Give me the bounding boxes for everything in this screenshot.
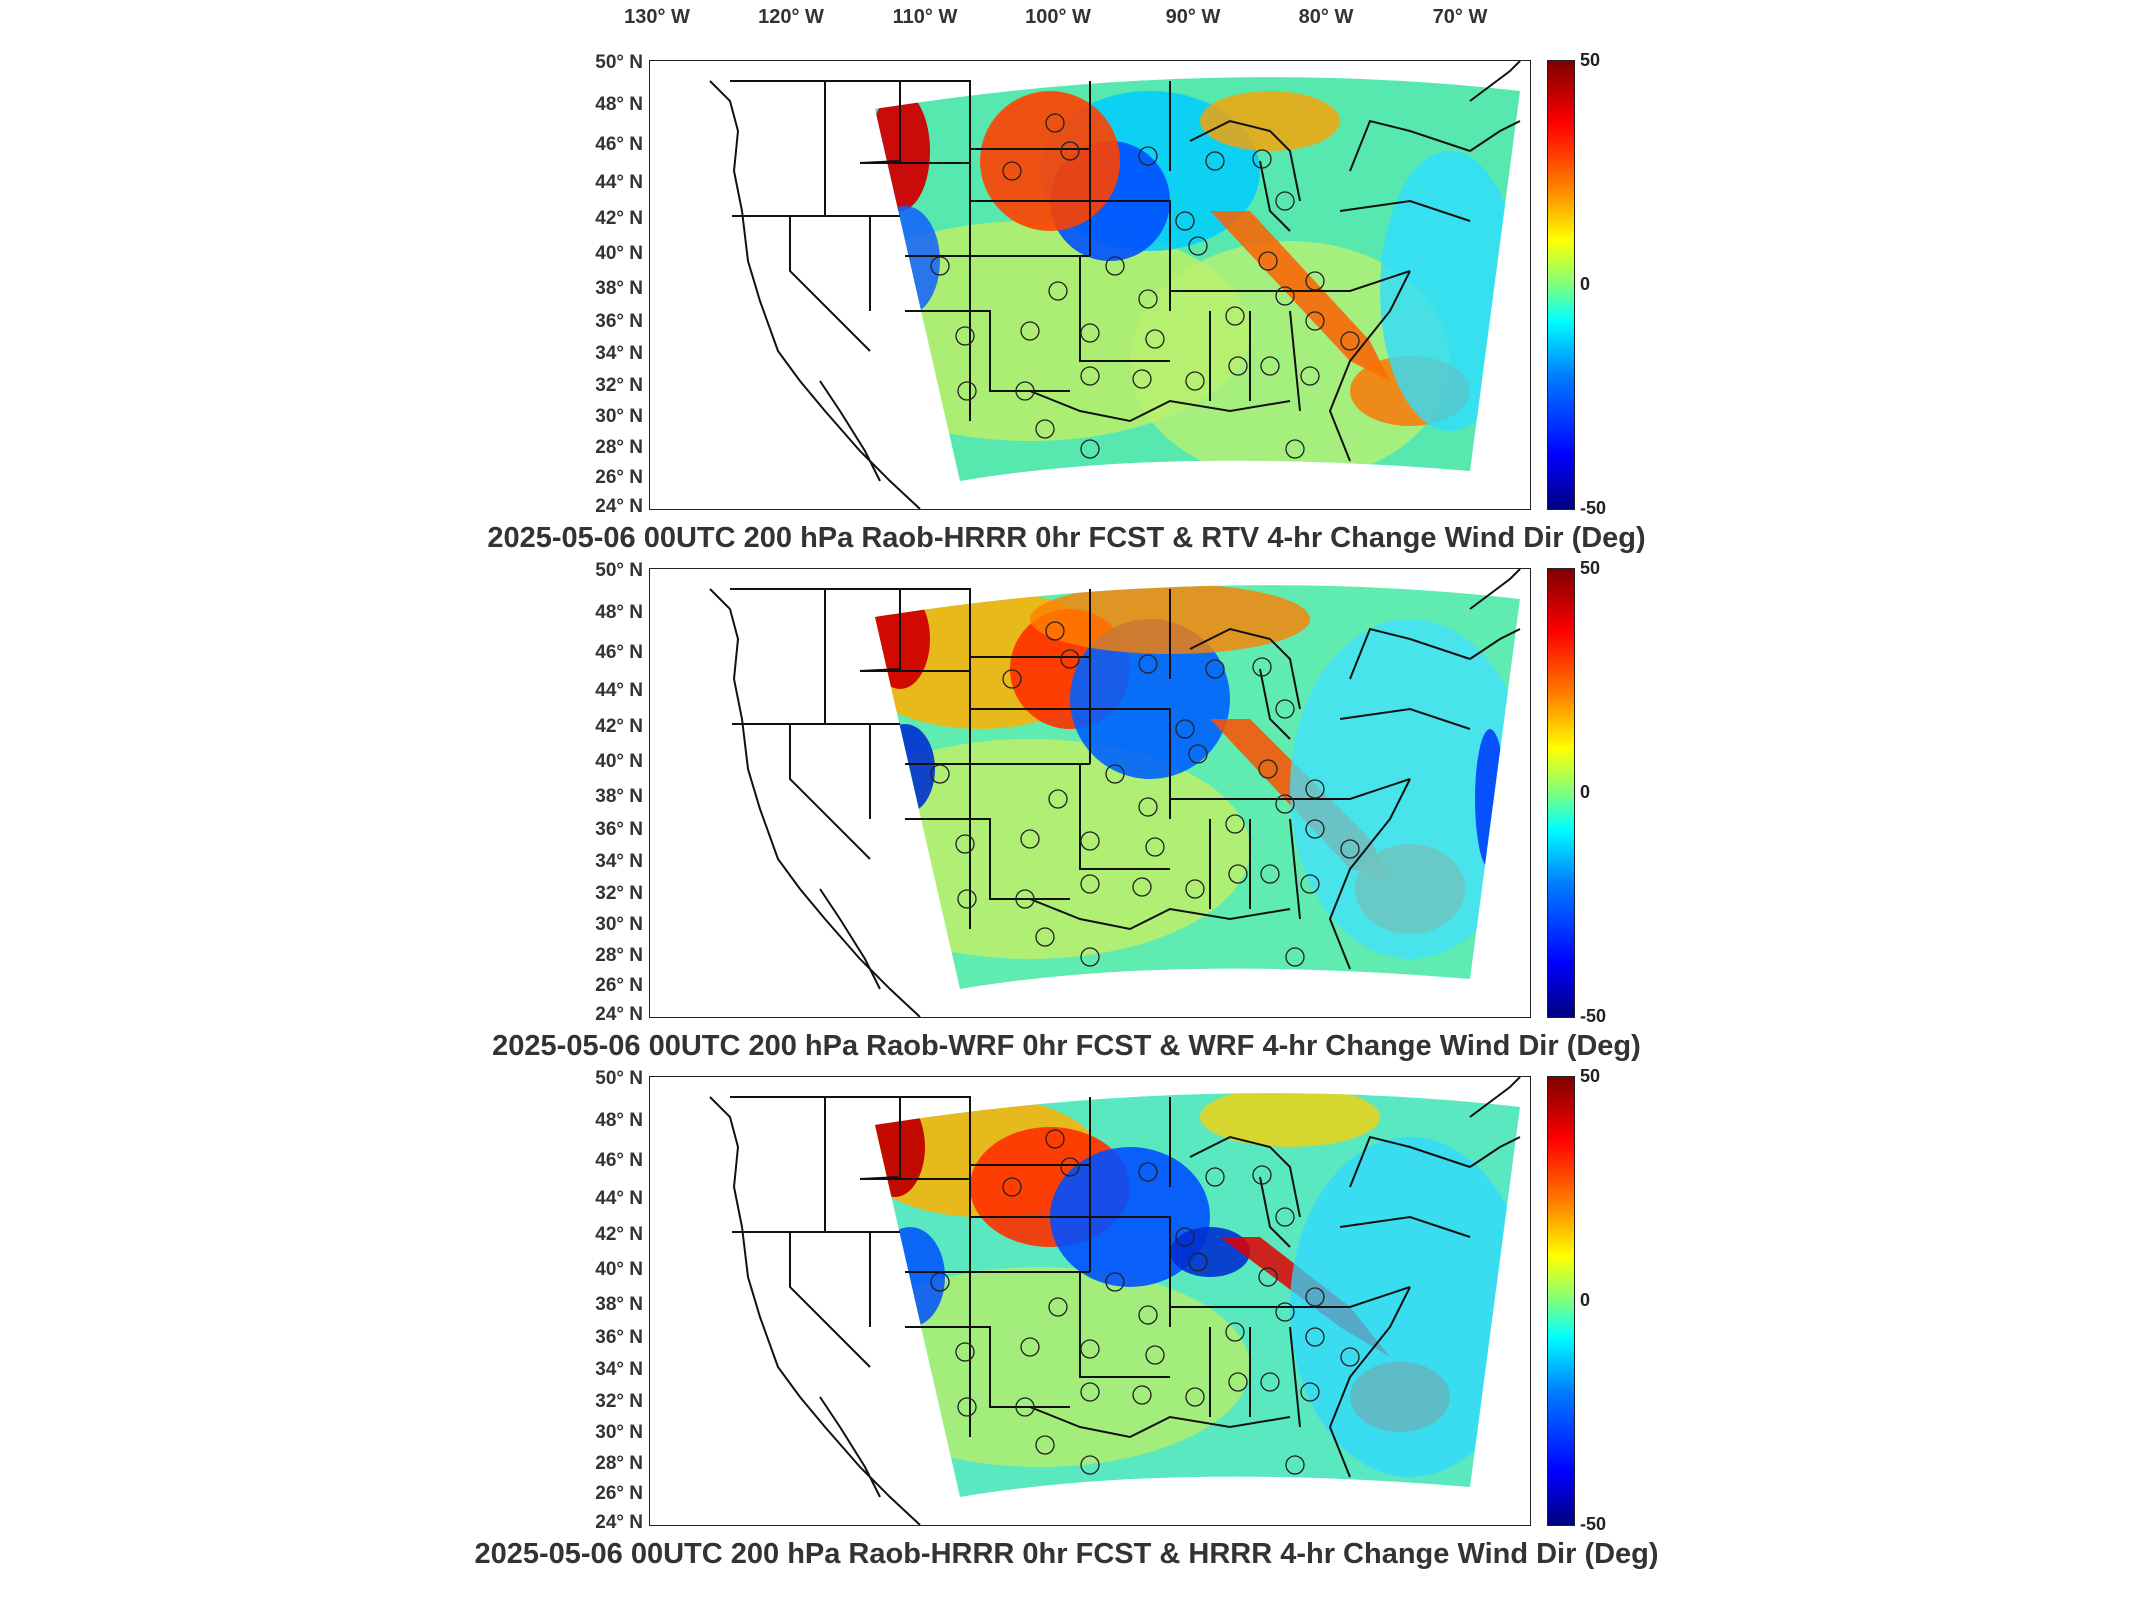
lat-label-32n: 32° N bbox=[595, 375, 643, 396]
wind-direction-field bbox=[875, 77, 1520, 482]
lat-label-38n: 38° N bbox=[595, 278, 643, 299]
colorbar bbox=[1547, 568, 1575, 1018]
lon-label-130w: 130° W bbox=[624, 6, 690, 28]
lat-label-30n: 30° N bbox=[595, 914, 643, 935]
lat-label-42n: 42° N bbox=[595, 208, 643, 229]
lat-label-26n: 26° N bbox=[595, 1483, 643, 1504]
lat-label-34n: 34° N bbox=[595, 1359, 643, 1380]
lat-label-30n: 30° N bbox=[595, 406, 643, 427]
longitude-axis-labels: 130° W 120° W 110° W 100° W 90° W 80° W … bbox=[0, 6, 2133, 36]
panel-title: 2025-05-06 00UTC 200 hPa Raob-HRRR 0hr F… bbox=[487, 522, 1646, 554]
lat-label-24n: 24° N bbox=[595, 1004, 643, 1025]
lon-label-120w: 120° W bbox=[758, 6, 824, 28]
lat-label-40n: 40° N bbox=[595, 751, 643, 772]
colorbar-max-label: 50 bbox=[1580, 558, 1601, 578]
lat-label-38n: 38° N bbox=[595, 786, 643, 807]
lon-label-90w: 90° W bbox=[1165, 6, 1221, 28]
colorbar-min-label: -50 bbox=[1580, 498, 1607, 518]
lat-label-46n: 46° N bbox=[595, 134, 643, 155]
lat-label-28n: 28° N bbox=[595, 1453, 643, 1474]
colorbar-mid-label: 0 bbox=[1580, 1290, 1591, 1310]
lat-label-42n: 42° N bbox=[595, 716, 643, 737]
lat-label-40n: 40° N bbox=[595, 1259, 643, 1280]
lat-label-34n: 34° N bbox=[595, 851, 643, 872]
map-plot-area bbox=[649, 1076, 1531, 1526]
lat-label-50n: 50° N bbox=[595, 52, 643, 73]
colorbar-max-label: 50 bbox=[1580, 50, 1601, 70]
lat-label-26n: 26° N bbox=[595, 467, 643, 488]
colorbar bbox=[1547, 1076, 1575, 1526]
colorbar-max-label: 50 bbox=[1580, 1066, 1601, 1086]
lat-label-38n: 38° N bbox=[595, 1294, 643, 1315]
colorbar bbox=[1547, 60, 1575, 510]
lat-label-28n: 28° N bbox=[595, 437, 643, 458]
map-plot-area bbox=[649, 60, 1531, 510]
lat-label-36n: 36° N bbox=[595, 311, 643, 332]
lat-label-48n: 48° N bbox=[595, 1110, 643, 1131]
lat-label-50n: 50° N bbox=[595, 560, 643, 581]
colorbar-mid-label: 0 bbox=[1580, 274, 1591, 294]
lat-label-24n: 24° N bbox=[595, 496, 643, 517]
lon-label-70w: 70° W bbox=[1432, 6, 1488, 28]
lat-label-32n: 32° N bbox=[595, 1391, 643, 1412]
lat-label-46n: 46° N bbox=[595, 642, 643, 663]
lat-label-48n: 48° N bbox=[595, 94, 643, 115]
lon-label-100w: 100° W bbox=[1025, 6, 1091, 28]
lat-label-36n: 36° N bbox=[595, 819, 643, 840]
lat-label-32n: 32° N bbox=[595, 883, 643, 904]
lat-label-36n: 36° N bbox=[595, 1327, 643, 1348]
lat-label-48n: 48° N bbox=[595, 602, 643, 623]
map-plot-area bbox=[649, 568, 1531, 1018]
lat-label-46n: 46° N bbox=[595, 1150, 643, 1171]
wind-direction-field bbox=[875, 1093, 1520, 1498]
colorbar-min-label: -50 bbox=[1580, 1514, 1607, 1534]
lat-label-44n: 44° N bbox=[595, 172, 643, 193]
lat-label-34n: 34° N bbox=[595, 343, 643, 364]
lat-label-42n: 42° N bbox=[595, 1224, 643, 1245]
lon-label-80w: 80° W bbox=[1298, 6, 1354, 28]
lat-label-50n: 50° N bbox=[595, 1068, 643, 1089]
lat-label-28n: 28° N bbox=[595, 945, 643, 966]
lat-label-26n: 26° N bbox=[595, 975, 643, 996]
lon-label-110w: 110° W bbox=[892, 6, 958, 28]
wind-direction-field bbox=[875, 585, 1520, 990]
lat-label-44n: 44° N bbox=[595, 1188, 643, 1209]
lat-label-30n: 30° N bbox=[595, 1422, 643, 1443]
lat-label-44n: 44° N bbox=[595, 680, 643, 701]
lat-label-40n: 40° N bbox=[595, 243, 643, 264]
colorbar-mid-label: 0 bbox=[1580, 782, 1591, 802]
panel-title: 2025-05-06 00UTC 200 hPa Raob-HRRR 0hr F… bbox=[474, 1538, 1659, 1570]
lat-label-24n: 24° N bbox=[595, 1512, 643, 1533]
panel-title: 2025-05-06 00UTC 200 hPa Raob-WRF 0hr FC… bbox=[492, 1030, 1641, 1062]
colorbar-min-label: -50 bbox=[1580, 1006, 1607, 1026]
